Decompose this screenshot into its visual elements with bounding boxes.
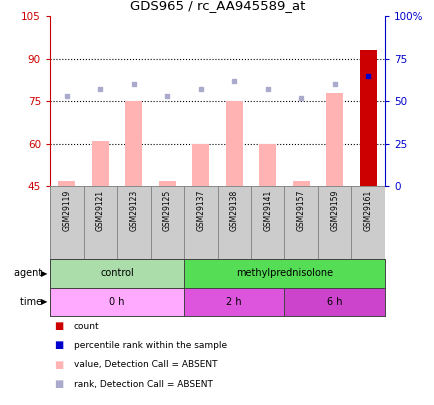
- Text: control: control: [100, 269, 134, 278]
- Text: value, Detection Call = ABSENT: value, Detection Call = ABSENT: [74, 360, 217, 369]
- Bar: [184, 288, 284, 316]
- Bar: [284, 288, 384, 316]
- Text: 0 h: 0 h: [109, 297, 125, 307]
- Text: methylprednisolone: methylprednisolone: [235, 269, 332, 278]
- Bar: [192, 144, 209, 186]
- Bar: [292, 181, 309, 186]
- Text: 2 h: 2 h: [226, 297, 241, 307]
- Bar: [158, 181, 175, 186]
- Bar: [359, 50, 376, 186]
- Text: GSM29159: GSM29159: [329, 190, 339, 231]
- Text: GSM29121: GSM29121: [95, 190, 105, 231]
- Text: GSM29157: GSM29157: [296, 190, 305, 231]
- Bar: [184, 259, 384, 288]
- Text: 6 h: 6 h: [326, 297, 342, 307]
- Bar: [259, 144, 276, 186]
- Bar: [50, 288, 184, 316]
- Text: ▶: ▶: [41, 297, 48, 306]
- Bar: [125, 101, 142, 186]
- Bar: [58, 181, 75, 186]
- Text: ■: ■: [54, 321, 63, 331]
- Bar: [326, 93, 342, 186]
- Text: ■: ■: [54, 341, 63, 350]
- Text: GSM29161: GSM29161: [363, 190, 372, 231]
- Text: percentile rank within the sample: percentile rank within the sample: [74, 341, 227, 350]
- Text: count: count: [74, 322, 99, 330]
- Text: GSM29137: GSM29137: [196, 190, 205, 231]
- Text: ▶: ▶: [41, 269, 48, 278]
- Text: GSM29138: GSM29138: [229, 190, 238, 231]
- Bar: [225, 101, 242, 186]
- Text: ■: ■: [54, 379, 63, 389]
- Text: GSM29123: GSM29123: [129, 190, 138, 231]
- Text: GSM29125: GSM29125: [162, 190, 171, 231]
- Text: rank, Detection Call = ABSENT: rank, Detection Call = ABSENT: [74, 380, 212, 389]
- Bar: [92, 141, 108, 186]
- Text: agent: agent: [14, 269, 46, 278]
- Text: time: time: [20, 297, 46, 307]
- Text: GSM29141: GSM29141: [263, 190, 272, 231]
- Title: GDS965 / rc_AA945589_at: GDS965 / rc_AA945589_at: [129, 0, 305, 12]
- Text: GSM29119: GSM29119: [62, 190, 71, 231]
- Bar: [50, 259, 184, 288]
- Text: ■: ■: [54, 360, 63, 370]
